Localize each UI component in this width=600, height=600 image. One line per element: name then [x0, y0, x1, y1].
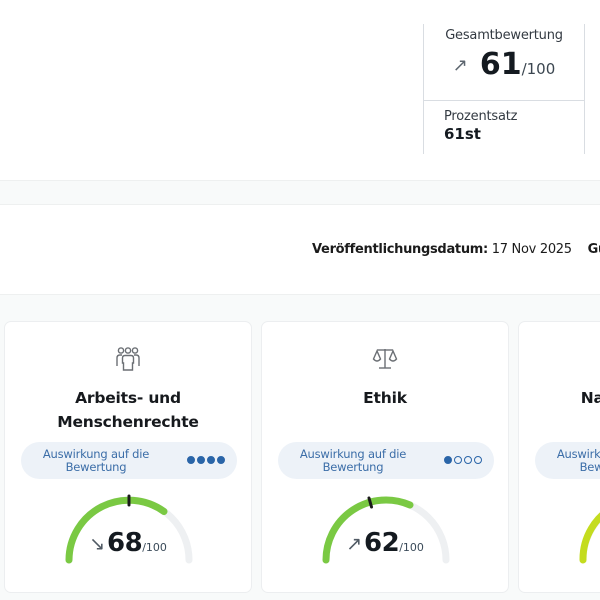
- category-cards: Arbeits- und Menschenrechte Auswirkung a…: [0, 294, 600, 600]
- category-card-sustainability[interactable]: Nachhaltigkeit Auswirkung auf die Bewert…: [518, 321, 600, 593]
- publication-date-value: 17 Nov 2025: [491, 242, 572, 257]
- trend-up-icon: ↗: [346, 533, 363, 555]
- category-card-ethics[interactable]: Ethik Auswirkung auf die Bewertung ↗ 62: [261, 321, 509, 593]
- category-card-labor-human-rights[interactable]: Arbeits- und Menschenrechte Auswirkung a…: [4, 321, 252, 593]
- impact-dot-filled: [217, 456, 225, 464]
- card-title: Arbeits- und Menschenrechte: [5, 386, 251, 434]
- truncated-label: Gü: [587, 242, 600, 257]
- divider-band: [0, 180, 600, 205]
- card-title-line2: Menschenrechte: [57, 413, 199, 431]
- impact-dot-empty: [474, 456, 482, 464]
- score-value: 62: [364, 528, 400, 558]
- overall-score-max: /100: [521, 60, 556, 78]
- card-title-line1: Ethik: [363, 389, 407, 407]
- impact-rating-pill: Auswirkung auf die Bewertung: [21, 442, 237, 479]
- publication-info: Veröffentlichungsdatum: 17 Nov 2025 Gü: [312, 242, 600, 257]
- impact-rating-pill: Auswirkung auf die Bewertung: [535, 442, 600, 479]
- score-gauge: [579, 512, 600, 564]
- impact-dots: [444, 456, 482, 464]
- score-max: /100: [399, 541, 424, 554]
- impact-dot-filled: [444, 456, 452, 464]
- overall-score-label: Gesamtbewertung: [445, 28, 563, 43]
- impact-dot-filled: [207, 456, 215, 464]
- impact-label: Auswirkung auf die Bewertung: [42, 446, 150, 474]
- impact-rating-pill: Auswirkung auf die Bewertung: [278, 442, 494, 479]
- score-gauge: [65, 494, 193, 564]
- overall-score-row: ↗ 61 /100: [424, 47, 584, 82]
- people-group-icon: [5, 346, 251, 372]
- card-title-line1: Nachhaltigkeit: [580, 389, 600, 407]
- publication-date-label: Veröffentlichungsdatum:: [312, 242, 488, 257]
- score-gauge: [322, 496, 450, 564]
- overall-score-panel: Gesamtbewertung ↗ 61 /100 Prozentsatz 61…: [423, 24, 585, 154]
- percentile-label: Prozentsatz: [444, 109, 518, 124]
- impact-dots: [187, 456, 225, 464]
- impact-dot-filled: [187, 456, 195, 464]
- gauge-score: ↗ 62 /100: [262, 528, 508, 558]
- trend-up-icon: ↗: [452, 55, 468, 76]
- gauge-score: ↘ 68 /100: [5, 528, 251, 558]
- card-title-line1: Arbeits- und: [75, 389, 181, 407]
- impact-label: Auswirkung auf die Bewertung: [556, 446, 600, 474]
- impact-dot-empty: [454, 456, 462, 464]
- impact-label: Auswirkung auf die Bewertung: [299, 446, 407, 474]
- score-max: /100: [142, 541, 167, 554]
- impact-dot-empty: [464, 456, 472, 464]
- scales-icon: [262, 346, 508, 372]
- percentile-block: Prozentsatz 61st: [424, 101, 584, 143]
- overall-score-block: Gesamtbewertung ↗ 61 /100: [424, 24, 584, 101]
- percentile-value: 61st: [444, 125, 481, 143]
- trend-down-icon: ↘: [89, 533, 106, 555]
- score-value: 68: [107, 528, 143, 558]
- impact-dot-filled: [197, 456, 205, 464]
- overall-score-value: 61: [479, 47, 522, 82]
- card-title: Ethik: [262, 386, 508, 410]
- card-title: Nachhaltigkeit: [519, 386, 600, 410]
